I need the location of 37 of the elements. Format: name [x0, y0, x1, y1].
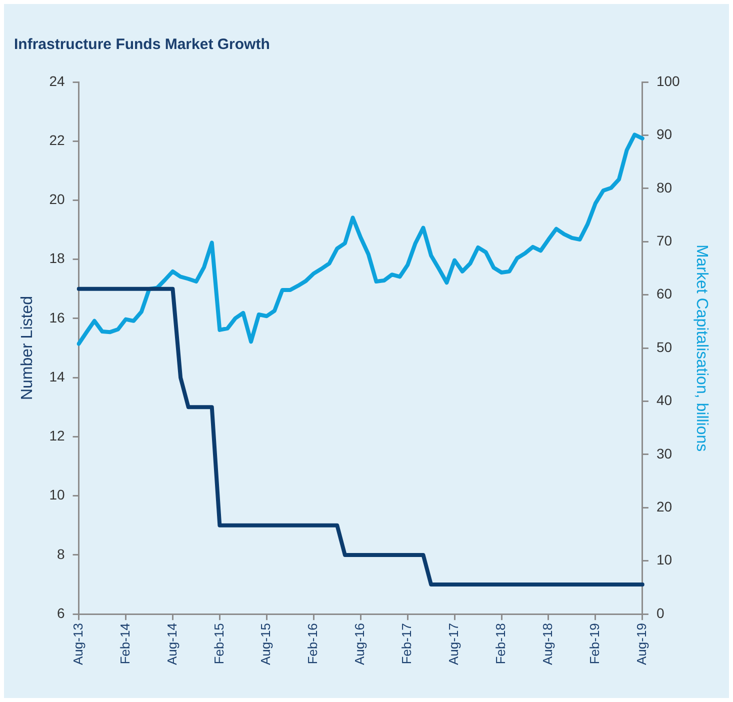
y2-tick-label: 0: [656, 604, 664, 621]
y-tick-label: 20: [49, 191, 65, 208]
x-tick-label: Aug-18: [540, 623, 556, 665]
y2-tick-label: 40: [656, 392, 672, 408]
y-axis-title: Number Listed: [19, 296, 36, 400]
x-tick-label: Aug-19: [634, 623, 650, 665]
x-tick-label: Aug-17: [446, 623, 462, 665]
y2-tick-label: 100: [656, 72, 680, 89]
y-tick-label: 10: [49, 486, 65, 503]
x-tick-label: Feb-17: [399, 623, 414, 664]
y2-tick-label: 20: [656, 498, 672, 515]
x-tick-label: Aug-15: [258, 623, 274, 665]
y-tick-label: 24: [49, 72, 65, 89]
y2-tick-label: 90: [656, 126, 672, 142]
x-tick-label: Feb-18: [493, 623, 508, 664]
x-tick-label: Feb-15: [211, 623, 226, 664]
y2-tick-label: 10: [656, 552, 672, 568]
y2-tick-label: 70: [656, 232, 672, 248]
x-tick-label: Feb-19: [587, 623, 602, 664]
y2-tick-label: 60: [656, 286, 672, 302]
y-tick-label: 14: [49, 368, 65, 384]
y-tick-label: 16: [49, 309, 65, 326]
x-tick-label: Aug-13: [70, 623, 86, 665]
y-tick-label: 22: [49, 132, 65, 148]
x-tick-label: Aug-16: [352, 623, 368, 665]
chart-title: Infrastructure Funds Market Growth: [14, 36, 270, 54]
y-tick-label: 12: [49, 428, 65, 444]
x-tick-label: Feb-14: [117, 623, 132, 664]
y2-tick-label: 30: [656, 445, 672, 462]
y-tick-label: 6: [56, 604, 65, 621]
x-tick-label: Feb-16: [305, 623, 320, 664]
y-tick-label: 8: [56, 546, 65, 562]
y2-tick-label: 50: [656, 338, 672, 355]
y-tick-label: 18: [49, 250, 65, 266]
x-tick-label: Aug-14: [164, 623, 180, 665]
y2-tick-label: 80: [656, 179, 672, 196]
y2-axis-title: Market Capitalisation, billions: [692, 244, 710, 452]
